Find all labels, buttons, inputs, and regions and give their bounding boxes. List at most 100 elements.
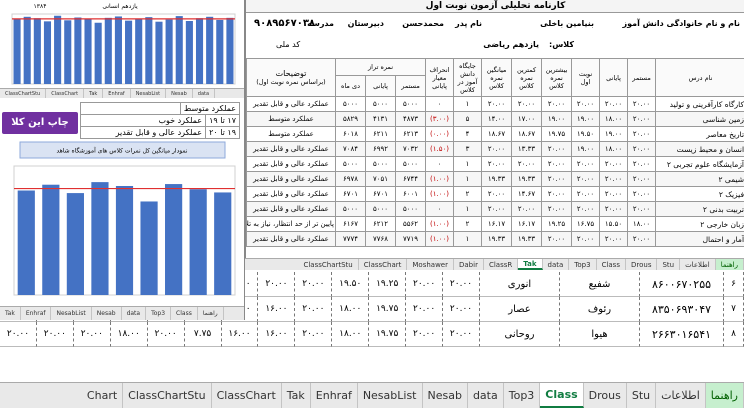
grade-cell: ۲۰.۰۰	[599, 96, 629, 112]
national-id-label: کد ملی	[276, 40, 301, 49]
grade-cell: ۱۹.۷۵	[541, 126, 573, 142]
grade-cell: ۲۰.۰۰	[599, 231, 629, 247]
sheet-tab[interactable]: ClassChart	[46, 89, 85, 98]
sheet-tab[interactable]: data	[468, 383, 504, 408]
sheet-tab[interactable]: ClassR	[484, 259, 519, 270]
course-name: آزمایشگاه علوم تجربی ۲	[655, 156, 744, 172]
legend-cell: عملکرد متوسط	[179, 103, 239, 114]
sheet-tab[interactable]: Nesab	[423, 383, 468, 408]
sheet-tab[interactable]: Chart	[82, 383, 124, 408]
grade-cell: ۱۹.۰۰	[571, 141, 601, 157]
grade-cell: عملکرد عالی و قابل تقدیر	[246, 156, 336, 172]
grade-cell: ۷۷۶۸	[365, 231, 397, 247]
grade-cell: ۱۶.۱۷	[481, 216, 513, 232]
sheet-tab[interactable]: Tak	[84, 89, 104, 98]
grade-cell: ۲۰.۰۰	[627, 201, 657, 217]
sheet-tab[interactable]: ClassChart	[359, 259, 408, 270]
sheet-tab[interactable]: Stu	[657, 259, 681, 270]
sheet-tab[interactable]: Tak	[518, 259, 543, 270]
grade-cell: ۲۰.۰۰	[541, 231, 573, 247]
sheet-tab[interactable]: ClassChartStu	[123, 383, 212, 408]
column-header: بیشترین نمره کلاس	[541, 58, 573, 97]
grade-cell: ۴۱۳۱	[365, 111, 397, 127]
grade-cell: ۱	[453, 231, 483, 247]
grade-cell: ۶۲۱۳	[395, 126, 427, 142]
grade-cell: ۲۰.۰۰	[511, 201, 543, 217]
sheet-tab[interactable]: NesabList	[131, 89, 167, 98]
row-index: ۷	[724, 297, 744, 322]
score-cell: ۱۶.۰۰	[258, 297, 296, 322]
grade-cell: ۱۶.۱۷	[511, 216, 543, 232]
sheet-tab[interactable]: Top3	[569, 259, 597, 270]
grade-cell: عملکرد عالی و قابل تقدیر	[246, 141, 336, 157]
chart-title: نمودار میانگین کل نمرات کلاس های آموزشگا…	[56, 146, 187, 155]
bar	[140, 201, 158, 295]
sheet-tab[interactable]: ClassChartStu	[298, 259, 359, 270]
sheet-tab[interactable]: data	[193, 89, 216, 98]
sheet-tab[interactable]: Moshawer	[407, 259, 454, 270]
legend-table: عملکرد متوسط ۱۷ تا ۱۹ عملکرد خوب ۱۹ تا ۲۰ عم…	[80, 102, 240, 139]
sheet-tab[interactable]: Enhraf	[103, 89, 131, 98]
sheet-tab[interactable]: data	[122, 307, 147, 320]
row-index: ۶	[724, 272, 744, 297]
legend-cell: عملکرد عالی و قابل تقدیر	[115, 128, 203, 137]
grade-cell: ۲۰.۰۰	[541, 156, 573, 172]
grade-cell: ۲۰.۰۰	[481, 201, 513, 217]
bar	[54, 15, 62, 84]
grade-cell: ۶۷۰۱	[365, 186, 397, 202]
sheet-tab[interactable]: Dabir	[454, 259, 484, 270]
grade-cell: پایین تر از حد انتظار، نیاز به تلاش	[246, 216, 336, 232]
column-note: (براساس نمره نوبت اول)	[256, 77, 326, 86]
sheet-tab[interactable]: Nesab	[166, 89, 193, 98]
group-header: نمره تراز	[334, 58, 427, 76]
sheet-tabs: Tak Enhraf NesabList Nesab data Top3 Class راهن…	[0, 306, 244, 320]
sheet-tab[interactable]: Class	[171, 307, 198, 320]
sheet-tab[interactable]: ClassChartStu	[0, 89, 47, 98]
grade-cell: ۵۸۲۹	[334, 111, 367, 127]
grade-cell: ۵۵۶۲	[395, 216, 427, 232]
sheet-tab[interactable]: Tak	[0, 307, 21, 320]
sheet-tab[interactable]: data	[543, 259, 570, 270]
sheet-tab[interactable]: Tak	[282, 383, 311, 408]
grade-cell: ۱۸.۰۰	[599, 141, 629, 157]
grade-cell: ۴۸۷۳	[395, 111, 427, 127]
sheet-tab[interactable]: NesabList	[51, 307, 92, 320]
last-name: انوری	[480, 272, 560, 297]
sheet-tab[interactable]: راهنما	[705, 383, 744, 408]
sheet-tab[interactable]: NesabList	[358, 383, 423, 408]
grade-cell: ۶۰۱۸	[334, 126, 367, 142]
grade-cell: (۱.۰۰)	[425, 171, 455, 187]
sheet-tab[interactable]: Drous	[626, 259, 658, 270]
grade-cell: ۱۸.۰۰	[599, 111, 629, 127]
grade-cell: ۱۸.۶۷	[481, 126, 513, 142]
grade-cell: ۱۴.۶۷	[511, 186, 543, 202]
sheet-tab[interactable]: اطلاعات	[680, 259, 716, 270]
sheet-tab[interactable]: ClassChart	[212, 383, 282, 408]
sheet-tab[interactable]: اطلاعات	[656, 383, 706, 408]
grade-cell: ۵۰۰۰	[365, 96, 397, 112]
print-button[interactable]: چاپ این کلا	[2, 112, 78, 134]
sheet-tab[interactable]: Enhraf	[311, 383, 358, 408]
grade-cell: ۱	[453, 171, 483, 187]
sheet-tab[interactable]: Class	[540, 383, 584, 408]
report-card: کارنامه تحلیلی آزمون نوبت اول نام و نام …	[245, 0, 744, 258]
grade-cell: ۵۰۰۰	[395, 201, 427, 217]
sheet-tab[interactable]: راهنما	[198, 307, 224, 320]
class-chart: یازدهم انسانی ۱۳۸۴	[11, 3, 236, 85]
grade-cell: ۲۰.۰۰	[571, 96, 601, 112]
sheet-tab[interactable]: راهنما	[715, 259, 744, 270]
sheet-tab[interactable]: Top3	[146, 307, 172, 320]
sheet-tab[interactable]: Class	[597, 259, 626, 270]
sheet-tab[interactable]: Stu	[627, 383, 657, 408]
sheet-tab[interactable]: Top3	[504, 383, 541, 408]
class-label: کلاس:	[549, 40, 574, 49]
course-name: انسان و محیط زیست	[655, 141, 744, 157]
score-cell: ۲۰.۰۰	[443, 322, 480, 347]
sheet-tab[interactable]: Drous	[584, 383, 627, 408]
grade-row: زمین شناسی ۲۰.۰۰ ۱۸.۰۰ ۱۹.۰۰ ۱۹.۰۰ ۱۷.۰۰ ۱۴.۰۰…	[246, 111, 744, 127]
grade-cell: ۲۰.۰۰	[481, 156, 513, 172]
sheet-tab[interactable]: Nesab	[92, 307, 122, 320]
legend-cell: عملکرد خوب	[158, 116, 203, 125]
bar	[216, 19, 224, 85]
sheet-tab[interactable]: Enhraf	[21, 307, 52, 320]
